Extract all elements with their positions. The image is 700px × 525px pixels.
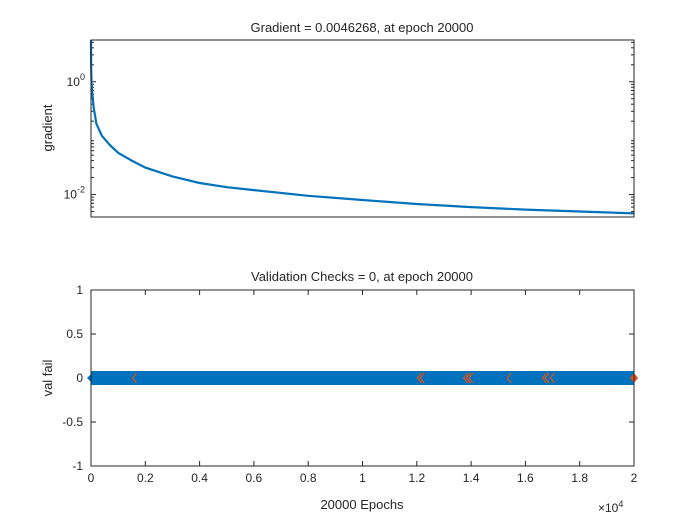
valfail-highlight-marker	[462, 372, 469, 384]
valfail-ticks: 0 0.2 0.4 0.6 0.8 1 1.2 1.4 1.6 1.8 2 1 0.5 0 -0.5 -1	[62, 283, 637, 485]
valfail-ytick-label: -0.5	[62, 415, 83, 429]
valfail-highlight-marker	[544, 372, 550, 384]
valfail-title: Validation Checks = 0, at epoch 20000	[251, 269, 473, 284]
valfail-highlight-marker	[416, 372, 423, 384]
valfail-xtick-label: 1.2	[408, 471, 425, 485]
valfail-ytick-label: 0.5	[66, 327, 83, 341]
valfail-xtick-label: 0.8	[300, 471, 317, 485]
valfail-highlight-marker	[506, 372, 512, 384]
valfail-highlight-marker	[465, 372, 471, 384]
valfail-highlight-marker	[419, 372, 425, 384]
gradient-ytick-label: 100	[67, 72, 85, 89]
valfail-xtick-label: 0.6	[246, 471, 263, 485]
valfail-axes-box	[90, 289, 635, 467]
gradient-yticks: 100 10-2	[64, 41, 634, 218]
gradient-axes: Gradient = 0.0046268, at epoch 20000 gra…	[40, 20, 635, 218]
valfail-series-markers	[91, 371, 634, 385]
valfail-highlight-marker	[468, 372, 474, 384]
gradient-axes-box	[90, 39, 635, 218]
gradient-ylabel: gradient	[40, 104, 55, 151]
valfail-ylabel: val fail	[40, 359, 55, 396]
valfail-highlight-marker	[131, 372, 137, 384]
valfail-xtick-label: 0	[88, 471, 95, 485]
valfail-ytick-label: 0	[76, 371, 83, 385]
x-exponent-label: ×104	[598, 499, 623, 515]
valfail-ytick-label: -1	[72, 459, 83, 473]
gradient-ytick-label: 10-2	[64, 185, 85, 202]
valfail-xtick-label: 0.2	[137, 471, 154, 485]
valfail-xtick-label: 1.4	[463, 471, 480, 485]
valfail-xtick-label: 1	[359, 471, 366, 485]
valfail-xtick-label: 1.6	[517, 471, 534, 485]
valfail-xtick-label: 1.8	[571, 471, 588, 485]
valfail-highlight-markers	[131, 372, 638, 384]
valfail-highlight-marker	[549, 372, 556, 384]
gradient-series-line	[89, 39, 635, 215]
valfail-axes: Validation Checks = 0, at epoch 20000 va…	[40, 269, 638, 515]
valfail-xtick-label: 0.4	[191, 471, 208, 485]
valfail-highlight-marker	[541, 372, 547, 384]
valfail-series-band	[87, 371, 638, 385]
valfail-ytick-label: 1	[76, 283, 83, 297]
valfail-xlabel: 20000 Epochs	[320, 497, 404, 512]
valfail-xtick-label: 2	[631, 471, 638, 485]
gradient-title: Gradient = 0.0046268, at epoch 20000	[251, 20, 474, 35]
